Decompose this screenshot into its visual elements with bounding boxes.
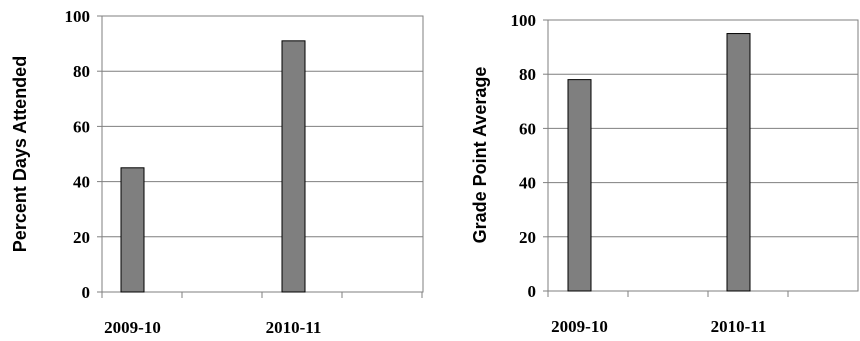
bar-2010-11: [726, 33, 751, 292]
plot-frame: [547, 19, 859, 292]
y-tick-label: 60: [519, 119, 536, 138]
y-tick-label: 0: [82, 283, 91, 302]
y-tick-label: 20: [519, 228, 536, 247]
y-tick-label: 100: [511, 11, 537, 30]
x-category-label: 2010-11: [711, 317, 767, 336]
x-category-label: 2009-10: [551, 317, 608, 336]
x-category-label: 2010-11: [266, 318, 322, 337]
x-category-label: 2009-10: [104, 318, 161, 337]
y-tick-label: 0: [528, 282, 537, 301]
bar-2010-11: [281, 40, 306, 293]
y-axis-label: Grade Point Average: [470, 67, 490, 244]
gpa-chart: 0 20 40 60 80 100 2009-10 2010-11 Grade Point Av…: [470, 11, 859, 336]
y-tick-label: 80: [73, 62, 90, 81]
y-tick-label: 80: [519, 65, 536, 84]
y-tick-label: 20: [73, 228, 90, 247]
y-tick-label: 100: [65, 7, 91, 26]
attendance-chart: 0 20 40 60 80 100 2009-10 2010-11 Percent Days A…: [10, 7, 424, 337]
y-axis-label: Percent Days Attended: [10, 56, 30, 252]
y-tick-label: 40: [73, 173, 90, 192]
y-tick-label: 60: [73, 117, 90, 136]
bar-2009-10: [120, 167, 145, 293]
y-tick-label: 40: [519, 174, 536, 193]
bar-2009-10: [567, 79, 592, 292]
plot-frame: [101, 15, 424, 293]
